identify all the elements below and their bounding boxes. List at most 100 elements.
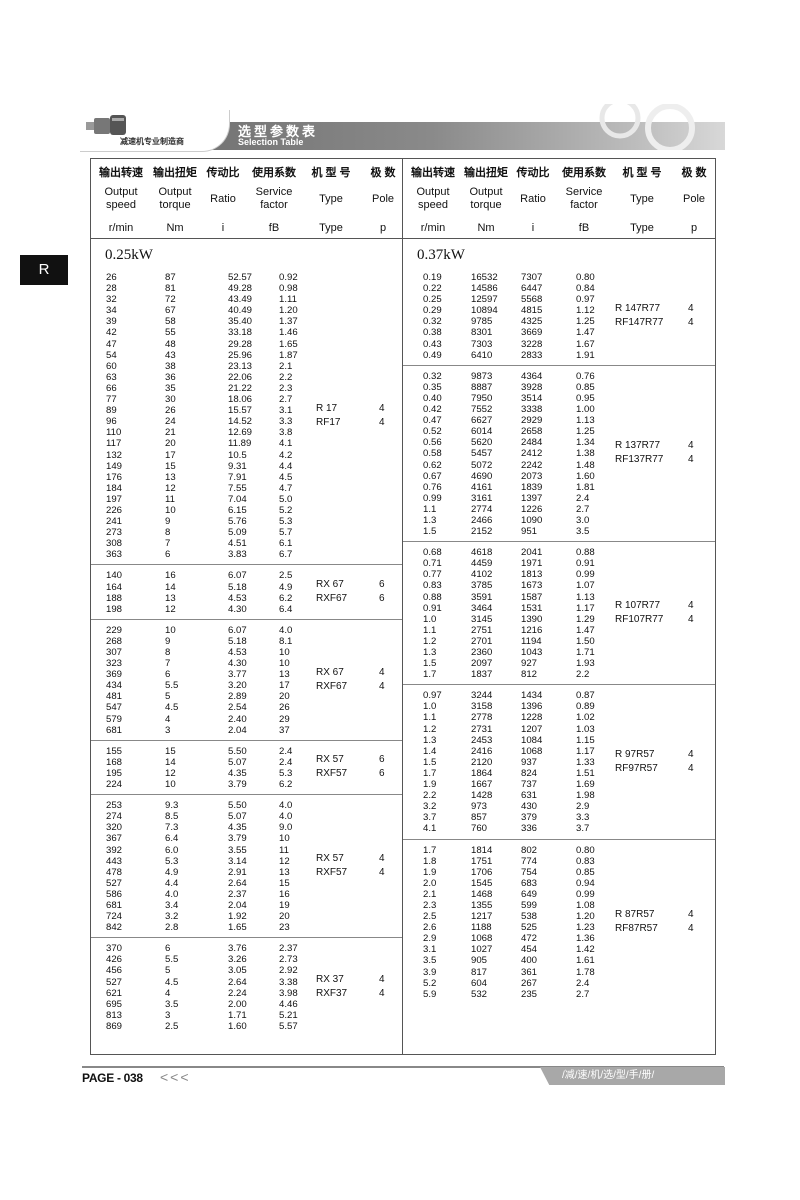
cell-ratio: 5.50: [228, 800, 247, 812]
cell-ratio: 430: [521, 801, 538, 813]
table-row: 478 4.9 2.91 13: [91, 867, 402, 878]
cell-ratio: 599: [521, 899, 538, 911]
cell-ratio: 400: [521, 955, 538, 967]
cell-service-factor: 1.36: [576, 933, 595, 945]
table-row: 63 36 22.06 2.2: [91, 372, 402, 383]
cell-service-factor: 0.87: [576, 690, 595, 702]
cell-torque: 30: [165, 394, 176, 406]
table-row: 110 21 12.69 3.8: [91, 427, 402, 438]
cell-speed: 5.2: [423, 977, 437, 989]
cell-service-factor: 0.85: [576, 381, 595, 393]
cell-torque: 2774: [471, 503, 493, 515]
table-row: 77 30 18.06 2.7: [91, 394, 402, 405]
cell-service-factor: 1.34: [576, 437, 595, 449]
table-row: 0.76 4161 1839 1.81: [403, 482, 715, 493]
cell-ratio: 649: [521, 888, 538, 900]
table-row: 1.7 1837 812 2.2: [403, 669, 715, 680]
cell-speed: 842: [106, 922, 123, 934]
table-row: 149 15 9.31 4.4: [91, 461, 402, 472]
gears-decoration-icon: [599, 104, 695, 150]
cell-service-factor: 1.93: [576, 658, 595, 670]
model-pole: 4: [688, 302, 694, 314]
cell-torque: 67: [165, 305, 176, 317]
table-row: 1.4 2416 1068 1.17: [403, 746, 715, 757]
cell-torque: 3785: [471, 580, 493, 592]
cell-speed: 0.58: [423, 448, 442, 460]
table-row: 370 6 3.76 2.37: [91, 943, 402, 954]
cell-ratio: 2.40: [228, 713, 247, 725]
model-pole: 6: [379, 768, 385, 780]
cell-service-factor: 13: [279, 866, 290, 878]
cell-torque: 604: [471, 977, 488, 989]
cell-torque: 4102: [471, 569, 493, 581]
cell-speed: 0.83: [423, 580, 442, 592]
table-row: 253 9.3 5.50 4.0: [91, 800, 402, 811]
table-row: 155 15 5.50 2.4: [91, 746, 402, 757]
cell-service-factor: 2.3: [279, 382, 293, 394]
cell-service-factor: 1.51: [576, 767, 595, 779]
model-type-name: RXF57: [316, 867, 348, 879]
cell-speed: 478: [106, 866, 123, 878]
cell-speed: 28: [106, 283, 117, 295]
table-row: 132 17 10.5 4.2: [91, 450, 402, 461]
model-type: RX 57 4 RXF57 4: [316, 852, 385, 880]
table-row: 5.2 604 267 2.4: [403, 978, 715, 989]
cell-ratio: 2412: [521, 448, 543, 460]
cell-torque: 1355: [471, 899, 493, 911]
cell-ratio: 927: [521, 658, 538, 670]
table-row: 579 4 2.40 29: [91, 714, 402, 725]
table-row: 0.68 4618 2041 0.88: [403, 547, 715, 558]
table-row: 0.71 4459 1971 0.91: [403, 558, 715, 569]
cell-ratio: 3228: [521, 338, 543, 350]
cell-torque: 9785: [471, 316, 493, 328]
table-row: 0.83 3785 1673 1.07: [403, 580, 715, 591]
model-type: RX 67 6 RXF67 6: [316, 578, 385, 606]
table-header: 输出转速 输出扭矩 传动比 使用系数 机 型 号 极 数 Output speed Outpu…: [91, 159, 402, 239]
table-row: 140 16 6.07 2.5: [91, 570, 402, 581]
cell-torque: 14: [165, 756, 176, 768]
cell-speed: 2.6: [423, 922, 437, 934]
cell-service-factor: 4.9: [279, 581, 293, 593]
cell-torque: 26: [165, 405, 176, 417]
model-group: 0.97 3244 1434 0.87 1.0 3158 1396 0.89 1.1 2778 12…: [403, 685, 715, 840]
cell-service-factor: 1.00: [576, 404, 595, 416]
cell-service-factor: 2.92: [279, 965, 298, 977]
model-line: RF17 4: [316, 416, 385, 430]
cell-ratio: 1839: [521, 481, 543, 493]
cell-speed: 1.0: [423, 701, 437, 713]
model-pole: 4: [379, 867, 385, 879]
cell-speed: 579: [106, 713, 123, 725]
table-row: 813 3 1.71 5.21: [91, 1010, 402, 1021]
cell-service-factor: 1.71: [576, 647, 595, 658]
cell-speed: 1.3: [423, 514, 437, 526]
cell-torque: 2152: [471, 526, 493, 538]
cell-service-factor: 3.8: [279, 427, 293, 439]
table-row: 26 87 52.57 0.92: [91, 272, 402, 283]
cell-ratio: 11.89: [228, 438, 252, 450]
header-cn-pole: 极 数: [370, 167, 396, 179]
cell-ratio: 2.89: [228, 691, 247, 703]
cell-ratio: 1397: [521, 492, 543, 504]
cell-speed: 140: [106, 570, 123, 582]
table-row: 54 43 25.96 1.87: [91, 350, 402, 361]
table-row: 47 48 29.28 1.65: [91, 339, 402, 350]
cell-speed: 26: [106, 272, 117, 283]
model-type: RX 67 4 RXF67 4: [316, 666, 385, 694]
cell-torque: 1706: [471, 866, 493, 878]
cell-service-factor: 4.7: [279, 482, 293, 494]
cell-speed: 39: [106, 316, 117, 328]
model-type-name: RX 67: [316, 666, 344, 678]
table-row: 96 24 14.52 3.3: [91, 416, 402, 427]
cell-torque: 72: [165, 294, 176, 306]
table-row: 1.1 2751 1216 1.47: [403, 625, 715, 636]
cell-speed: 3.2: [423, 801, 437, 813]
cell-service-factor: 1.20: [279, 305, 298, 317]
table-row: 224 10 3.79 6.2: [91, 779, 402, 790]
cell-ratio: 1390: [521, 613, 543, 625]
cell-service-factor: 2.7: [576, 988, 590, 1000]
cell-torque: 4459: [471, 558, 493, 570]
cell-torque: 6: [165, 943, 171, 955]
cell-speed: 3.7: [423, 812, 437, 824]
cell-speed: 3.5: [423, 955, 437, 967]
model-pole: 4: [379, 974, 385, 986]
